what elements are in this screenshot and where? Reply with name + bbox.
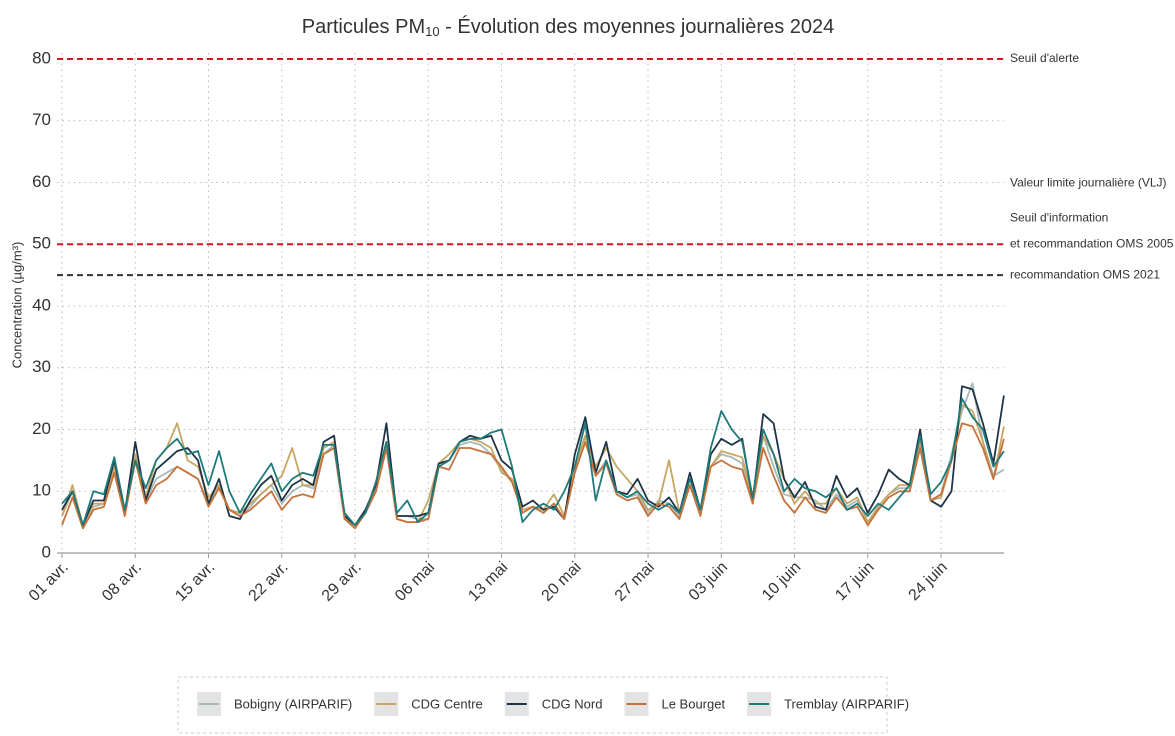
title-subscript: 10 [425,24,439,39]
threshold-label: Valeur limite journalière (VLJ) [1010,175,1167,189]
x-tick-label: 10 juin [759,559,804,604]
threshold-label: et recommandation OMS 2005 [1010,236,1174,250]
legend-label: Le Bourget [661,696,725,711]
series-line [61,385,1005,527]
y-tick-label: 60 [32,172,51,191]
legend-label: CDG Nord [542,696,603,711]
threshold-label: Seuil d'alerte [1010,51,1079,65]
title-part: Particules PM [302,16,425,38]
x-tick-label: 17 juin [832,559,877,604]
legend-label: CDG Centre [411,696,483,711]
legend-label: Tremblay (AIRPARIF) [784,696,909,711]
x-tick-label: 24 juin [906,559,951,604]
y-tick-label: 20 [32,419,51,438]
legend-box [177,676,888,734]
y-tick-label: 70 [32,110,51,129]
y-tick-label: 30 [32,357,51,376]
threshold-label: recommandation OMS 2021 [1010,267,1160,281]
x-tick-label: 27 mai [612,559,658,605]
x-tick-label: 13 mai [465,559,511,605]
x-tick-label: 01 avr. [26,559,72,605]
threshold-label: Seuil d'information [1010,210,1108,224]
series-line [61,397,1005,527]
y-tick-label: 50 [32,234,51,253]
x-tick-label: 22 avr. [246,559,292,605]
series-line [61,382,1005,527]
x-tick-label: 29 avr. [319,559,365,605]
x-tick-label: 15 avr. [172,559,218,605]
legend-label: Bobigny (AIRPARIF) [234,696,352,711]
x-tick-label: 03 juin [686,559,731,604]
y-tick-label: 10 [32,481,51,500]
x-tick-label: 06 mai [392,559,438,605]
chart-title: Particules PM10 - Évolution des moyennes… [302,15,835,39]
x-tick-label: 20 mai [539,559,585,605]
y-axis-label: Concentration (µg/m³) [9,242,24,369]
y-tick-label: 40 [32,295,51,314]
x-tick-label: 08 avr. [99,559,145,605]
y-tick-label: 0 [42,542,51,561]
title-part: - Évolution des moyennes journalières 20… [440,15,835,38]
y-tick-label: 80 [32,48,51,67]
